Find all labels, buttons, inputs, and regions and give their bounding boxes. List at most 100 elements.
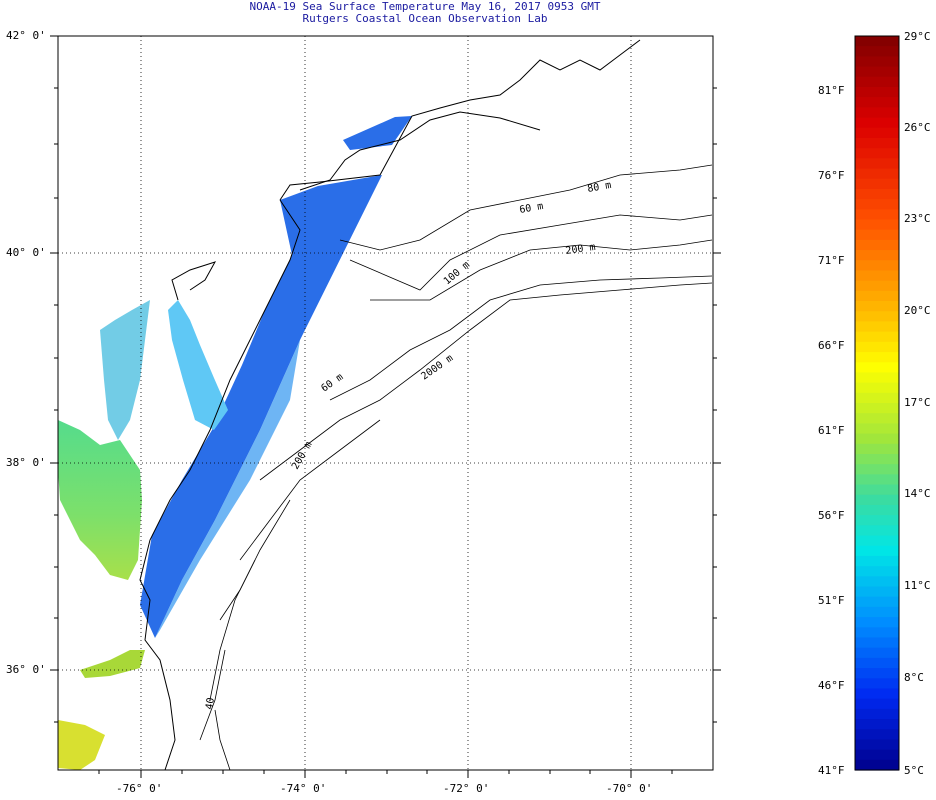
colorbar-c-label: 23°C — [904, 212, 931, 225]
colorbar-stripe — [855, 586, 899, 598]
colorbar-stripe — [855, 525, 899, 537]
colorbar-stripe — [855, 178, 899, 190]
colorbar-stripe — [855, 352, 899, 363]
colorbar-c-label: 8°C — [904, 671, 924, 684]
colorbar-stripe — [855, 515, 899, 526]
colorbar-stripe — [855, 107, 899, 119]
minor-ticks — [54, 87, 721, 774]
colorbar-stripe — [855, 443, 899, 455]
colorbar-c-label: 11°C — [904, 579, 931, 592]
colorbar-stripe — [855, 566, 899, 577]
colorbar-stripe — [855, 290, 899, 302]
coastline — [139, 39, 641, 771]
map-frame — [57, 35, 714, 771]
colorbar-stripe — [855, 219, 899, 231]
sst-swath-southern — [155, 340, 300, 638]
colorbar-stripe — [855, 331, 899, 343]
colorbar-stripe — [855, 403, 899, 414]
colorbar-stripe — [855, 484, 899, 496]
colorbar-stripe — [855, 168, 899, 180]
colorbar-stripe — [855, 698, 899, 710]
sst-swath — [140, 175, 382, 638]
contour-label: 60 m — [319, 372, 345, 395]
map-title: NOAA-19 Sea Surface Temperature May 16, … — [249, 0, 601, 13]
albemarle-sound-sst — [80, 650, 145, 678]
lat-label-42: 42° 0' — [6, 29, 46, 42]
colorbar-stripe — [855, 678, 899, 690]
colorbar-stripe — [855, 504, 899, 516]
colorbar-stripe — [855, 423, 899, 435]
colorbar-stripe — [855, 474, 899, 486]
delaware-bay-sst — [168, 300, 228, 430]
colorbar-stripe — [855, 280, 899, 292]
colorbar-stripe — [855, 362, 899, 374]
colorbar-f-label: 51°F — [818, 594, 845, 607]
colorbar-stripe — [855, 719, 899, 730]
colorbar-c-label: 5°C — [904, 764, 924, 777]
colorbar-stripe — [855, 301, 899, 312]
colorbar-stripe — [855, 209, 899, 221]
colorbar-stripe — [855, 199, 899, 210]
bathymetry-contours — [199, 164, 713, 771]
colorbar-stripe — [855, 637, 899, 649]
colorbar-stripe — [855, 627, 899, 639]
colorbar-c-label: 17°C — [904, 396, 931, 409]
colorbar-stripe — [855, 117, 899, 129]
colorbar-stripe — [855, 453, 899, 465]
colorbar-stripe — [855, 46, 899, 57]
pamlico-sound-sst — [58, 720, 105, 770]
colorbar-stripe — [855, 392, 899, 404]
colorbar-stripe — [855, 668, 899, 679]
colorbar-stripe — [855, 545, 899, 557]
axis-ticks — [50, 35, 632, 778]
colorbar-f-label: 41°F — [818, 764, 845, 777]
contour-label: 200 m — [565, 242, 596, 257]
colorbar-stripe — [855, 555, 899, 567]
colorbar-stripe — [855, 729, 899, 741]
colorbar-stripe — [855, 137, 899, 149]
colorbar-stripe — [855, 759, 899, 771]
colorbar-stripe — [855, 188, 899, 200]
colorbar-stripe — [855, 250, 899, 261]
colorbar-stripe — [855, 464, 899, 475]
chesapeake-bay-sst — [58, 420, 142, 580]
colorbar-f-label: 46°F — [818, 679, 845, 692]
colorbar-stripe — [855, 382, 899, 394]
lon-label-74: -74° 0' — [280, 782, 327, 795]
colorbar-stripe — [855, 708, 899, 720]
map-subtitle: Rutgers Coastal Ocean Observation Lab — [302, 12, 548, 25]
colorbar-stripe — [855, 617, 899, 628]
colorbar-f-label: 66°F — [818, 339, 845, 352]
colorbar-f-label: 81°F — [818, 84, 845, 97]
colorbar-stripe — [855, 86, 899, 98]
colorbar-stripe — [855, 321, 899, 333]
colorbar-stripe — [855, 239, 899, 251]
colorbar-stripe — [855, 749, 899, 761]
colorbar-c-label: 20°C — [904, 304, 931, 317]
colorbar-f-label: 56°F — [818, 509, 845, 522]
long-island-sound-sst — [343, 116, 412, 150]
lat-label-40: 40° 0' — [6, 246, 46, 259]
contour-label: 2000 m — [419, 353, 455, 383]
colorbar-stripe — [855, 76, 899, 88]
lat-label-36: 36° 0' — [6, 663, 46, 676]
colorbar-stripe — [855, 494, 899, 506]
colorbar-stripe — [855, 688, 899, 700]
colorbar-stripe — [855, 158, 899, 170]
colorbar-stripe — [855, 433, 899, 445]
colorbar — [854, 35, 900, 771]
lon-label-76: -76° 0' — [116, 782, 163, 795]
colorbar-stripe — [855, 341, 899, 353]
contour-label: 40 — [204, 697, 217, 711]
colorbar-stripe — [855, 576, 899, 588]
lon-label-70: -70° 0' — [606, 782, 653, 795]
contour-label: 80 m — [587, 180, 613, 195]
graticule — [58, 36, 713, 770]
chesapeake-upper-sst — [100, 300, 150, 440]
colorbar-c-label: 29°C — [904, 30, 931, 43]
colorbar-stripe — [855, 260, 899, 272]
colorbar-stripe — [855, 311, 899, 323]
colorbar-stripe — [855, 97, 899, 108]
